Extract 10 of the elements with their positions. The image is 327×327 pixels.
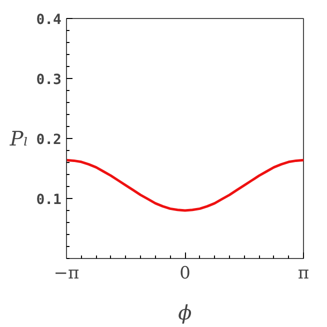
y-tick-label: 0.2 [36,132,62,148]
y-tick-label: 0.3 [36,72,62,88]
line-series [66,158,304,212]
x-tick-label: 0 [180,264,190,284]
x-axis-title: ϕ [178,300,192,324]
y-tick-label: 0.1 [36,192,62,208]
y-tick-label: 0.4 [36,12,62,28]
x-tick-label: −π [54,264,80,284]
y-axis-title: Pₗ [8,126,28,150]
x-tick-label: π [298,264,310,284]
